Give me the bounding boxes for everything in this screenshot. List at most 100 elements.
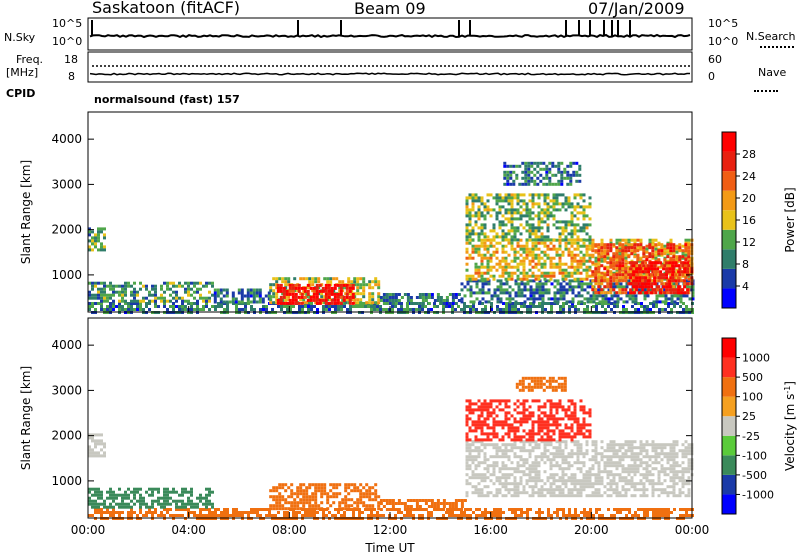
data-cell — [513, 485, 517, 489]
data-cell — [397, 508, 401, 511]
data-cell — [362, 501, 366, 505]
data-cell — [445, 508, 449, 511]
data-cell — [621, 258, 625, 262]
data-cell — [359, 492, 363, 496]
data-cell — [525, 229, 529, 233]
data-cell — [241, 514, 244, 517]
data-cell — [558, 202, 562, 206]
data-cell — [483, 238, 487, 242]
data-cell — [516, 229, 520, 233]
data-cell — [483, 458, 487, 462]
data-cell — [624, 253, 628, 257]
data-cell — [406, 293, 410, 296]
data-cell — [637, 508, 640, 511]
data-cell — [442, 502, 446, 505]
data-cell — [683, 279, 687, 283]
data-cell — [616, 297, 620, 301]
data-cell — [547, 511, 550, 514]
data-cell — [341, 507, 345, 511]
data-cell — [94, 245, 97, 249]
data-cell — [295, 514, 298, 517]
data-cell — [483, 446, 487, 450]
data-cell — [567, 271, 571, 275]
data-cell — [94, 490, 97, 494]
data-cell — [556, 282, 560, 286]
data-cell — [91, 448, 94, 452]
data-cell — [477, 491, 481, 495]
data-cell — [199, 296, 202, 300]
data-cell — [679, 514, 682, 517]
data-cell — [528, 455, 532, 459]
data-cell — [283, 514, 286, 517]
data-cell — [531, 256, 535, 260]
data-cell — [555, 488, 559, 492]
data-cell — [528, 479, 532, 483]
data-cell — [522, 485, 526, 489]
data-cell — [618, 443, 622, 447]
data-cell — [471, 244, 475, 248]
data-cell — [526, 514, 529, 517]
data-cell — [624, 491, 628, 495]
data-cell — [528, 226, 532, 230]
data-cell — [510, 214, 514, 218]
data-cell — [465, 274, 469, 278]
nsearch-label: N.Search — [746, 30, 796, 43]
data-cell — [570, 262, 574, 266]
data-cell — [427, 308, 430, 311]
data-cell — [480, 443, 484, 447]
data-cell — [633, 488, 637, 492]
data-cell — [597, 479, 601, 483]
data-cell — [564, 479, 568, 483]
data-cell — [612, 258, 616, 262]
data-cell — [606, 285, 610, 289]
data-cell — [320, 483, 324, 487]
data-cell — [94, 487, 97, 491]
data-cell — [91, 451, 94, 455]
data-cell — [513, 235, 517, 239]
data-cell — [275, 495, 279, 499]
data-cell — [567, 250, 571, 254]
data-cell — [552, 196, 556, 200]
data-cell — [641, 261, 645, 265]
data-cell — [543, 235, 547, 239]
data-cell — [513, 455, 517, 459]
data-cell — [433, 302, 436, 305]
data-cell — [557, 179, 561, 183]
data-cell — [628, 279, 632, 283]
data-cell — [492, 238, 496, 242]
data-cell — [477, 461, 481, 465]
data-cell — [439, 296, 443, 299]
data-cell — [517, 291, 521, 295]
data-cell — [516, 277, 520, 281]
data-cell — [471, 274, 475, 278]
data-cell — [638, 264, 642, 268]
data-cell — [667, 302, 670, 305]
data-cell — [660, 246, 664, 250]
data-cell — [594, 479, 598, 483]
data-cell — [296, 489, 300, 493]
data-cell — [531, 205, 535, 209]
data-cell — [558, 262, 562, 266]
data-cell — [673, 294, 677, 298]
data-cell — [424, 502, 428, 505]
data-cell — [347, 277, 351, 281]
data-cell — [597, 249, 601, 253]
data-cell — [609, 288, 613, 292]
data-cell — [124, 281, 127, 285]
data-cell — [517, 288, 521, 292]
data-cell — [154, 487, 157, 491]
data-cell — [650, 264, 654, 268]
data-cell — [561, 473, 565, 477]
data-cell — [193, 281, 196, 285]
data-cell — [139, 299, 142, 303]
data-cell — [555, 479, 559, 483]
data-cell — [680, 288, 684, 292]
data-cell — [657, 253, 661, 257]
data-cell — [133, 302, 136, 305]
data-cell — [353, 489, 357, 493]
data-cell — [477, 494, 481, 498]
data-cell — [504, 232, 508, 236]
data-cell — [522, 488, 526, 492]
data-cell — [571, 514, 574, 517]
data-cell — [621, 246, 625, 250]
